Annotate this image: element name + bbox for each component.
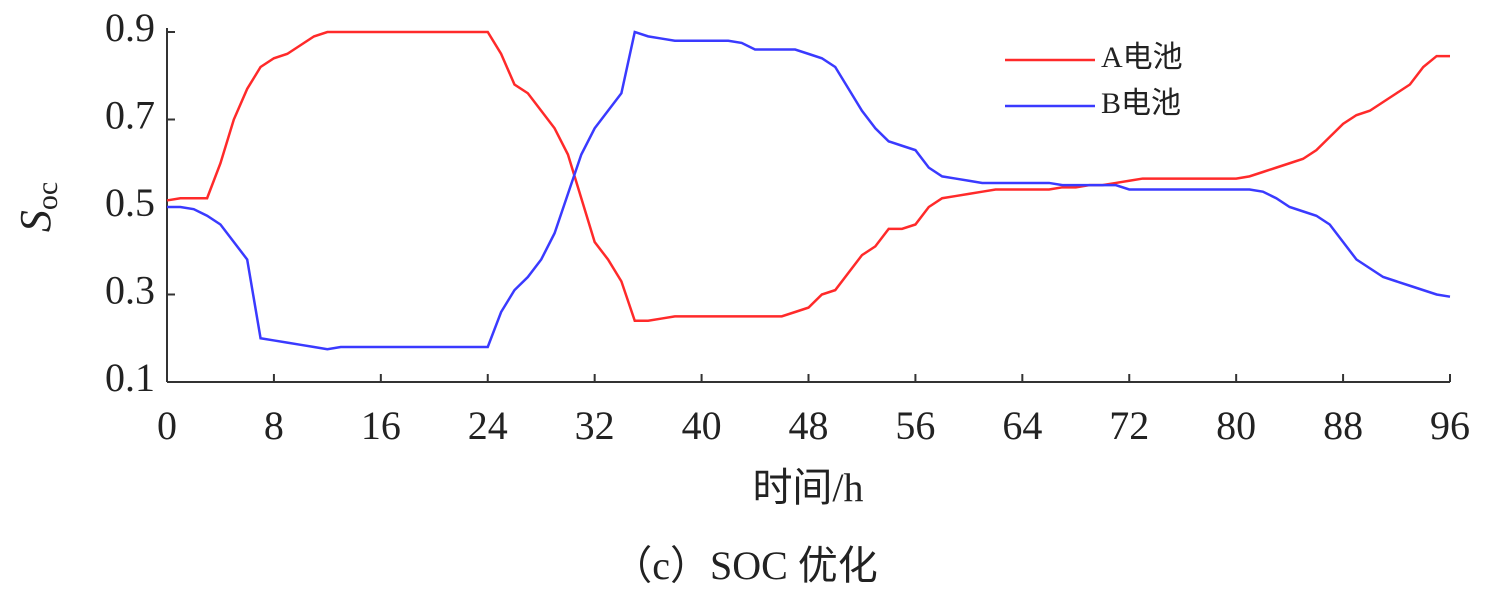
x-tick-label: 72 xyxy=(1109,403,1149,448)
legend-label: A电池 xyxy=(1101,41,1183,74)
caption: （c）SOC 优化 xyxy=(612,543,878,588)
y-axis-label-main: S xyxy=(11,210,60,232)
y-tick-label: 0.5 xyxy=(105,180,155,225)
y-tick-label: 0.1 xyxy=(105,355,155,400)
y-axis-label: Soc xyxy=(11,182,64,232)
y-tick-label: 0.3 xyxy=(105,268,155,313)
legend-label: B电池 xyxy=(1101,87,1181,120)
x-tick-label: 96 xyxy=(1430,403,1470,448)
x-tick-label: 24 xyxy=(468,403,508,448)
y-tick-label: 0.7 xyxy=(105,93,155,138)
series-line xyxy=(166,30,1450,322)
x-tick-label: 16 xyxy=(361,403,401,448)
x-tick-label: 0 xyxy=(157,403,177,448)
series-line xyxy=(167,30,1451,351)
x-tick-label: 40 xyxy=(682,403,722,448)
x-tick-label: 56 xyxy=(895,403,935,448)
x-tick-label: 32 xyxy=(575,403,615,448)
x-axis-label: 时间/h xyxy=(752,465,863,510)
x-tick-label: 88 xyxy=(1323,403,1363,448)
x-tick-label: 64 xyxy=(1002,403,1042,448)
x-tick-label: 80 xyxy=(1216,403,1256,448)
x-tick-label: 48 xyxy=(789,403,829,448)
y-tick-label: 0.9 xyxy=(105,5,155,50)
y-axis-label-sub: oc xyxy=(31,182,64,210)
x-tick-label: 8 xyxy=(264,403,284,448)
